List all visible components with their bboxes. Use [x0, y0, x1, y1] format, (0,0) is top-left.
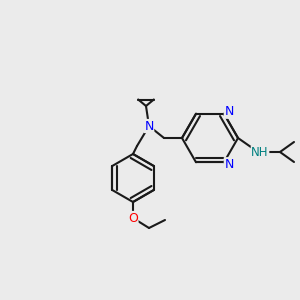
Text: O: O — [128, 212, 138, 224]
Text: N: N — [224, 105, 234, 118]
Text: N: N — [224, 158, 234, 171]
Text: NH: NH — [251, 146, 269, 160]
Text: N: N — [144, 119, 154, 133]
